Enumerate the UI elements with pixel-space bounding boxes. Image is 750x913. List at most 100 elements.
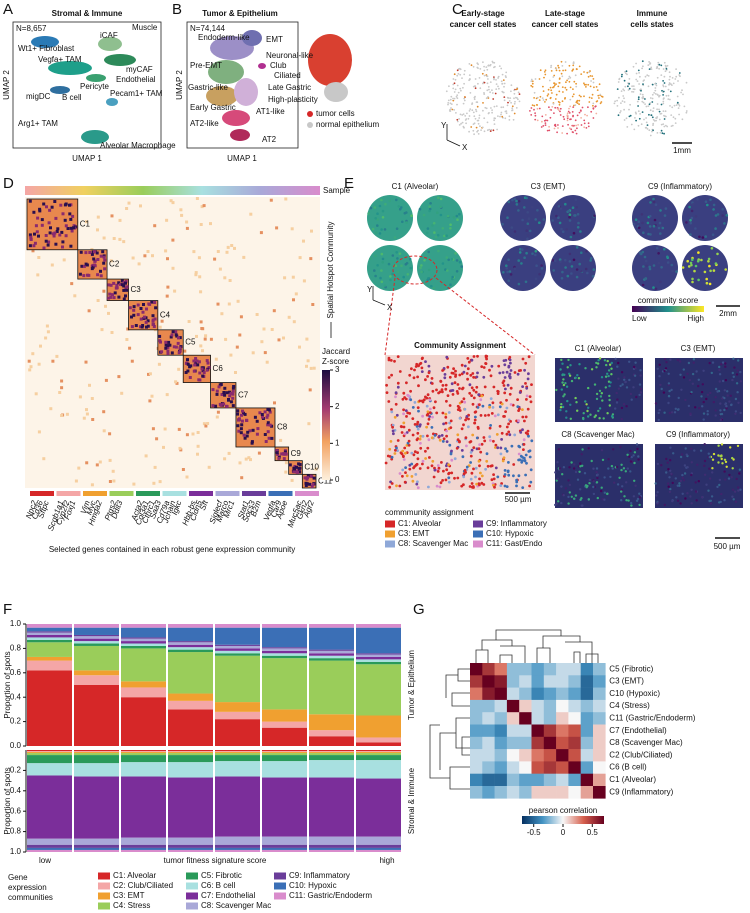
spot — [620, 417, 623, 421]
heat-cell — [131, 256, 135, 260]
heat-cell — [158, 339, 162, 343]
heat-cell — [178, 446, 182, 450]
spot — [543, 76, 545, 79]
spot — [466, 377, 469, 381]
spot — [456, 69, 459, 72]
heat-cell — [61, 245, 64, 249]
spot — [592, 492, 596, 496]
bar-segment — [74, 755, 119, 764]
spot — [627, 499, 630, 502]
bar-segment — [262, 721, 307, 728]
spot — [391, 425, 394, 429]
spot — [393, 415, 397, 419]
spot — [665, 115, 667, 118]
heat-cell — [260, 340, 264, 344]
cluster-label: migDC — [26, 92, 51, 101]
spot — [439, 379, 443, 383]
spot — [396, 270, 400, 274]
spot — [730, 403, 733, 407]
heat-cell — [224, 337, 228, 341]
spot — [712, 208, 715, 211]
spot — [509, 403, 513, 406]
spot — [495, 88, 498, 90]
spot — [667, 401, 670, 405]
spot — [656, 132, 659, 134]
spot — [460, 449, 464, 452]
spot — [721, 361, 725, 364]
spot — [401, 474, 404, 478]
spot — [623, 79, 626, 82]
heat-cell — [237, 429, 241, 433]
axis-label: UMAP 1 — [227, 154, 257, 163]
spot — [486, 89, 489, 92]
spot — [641, 250, 645, 254]
spot — [380, 198, 383, 202]
spot — [623, 108, 625, 111]
bar-segment — [168, 693, 213, 701]
spot — [530, 383, 533, 386]
spot — [569, 364, 572, 367]
heat-cell — [531, 761, 545, 774]
spot — [531, 104, 534, 106]
spot — [616, 99, 618, 102]
spot — [549, 116, 552, 119]
spot — [494, 443, 498, 447]
heat-cell — [113, 291, 117, 295]
spot — [621, 100, 624, 102]
cluster-label: AT2 — [262, 135, 277, 144]
heat-cell — [260, 413, 264, 416]
bar-segment — [121, 762, 166, 777]
heat-cell — [180, 213, 184, 217]
heat-cell — [144, 454, 148, 458]
bar-segment — [168, 627, 213, 642]
spot — [587, 122, 590, 125]
spot — [678, 360, 682, 363]
bar-segment — [356, 661, 401, 665]
heat-cell — [593, 687, 606, 701]
spot — [555, 388, 558, 392]
spot — [656, 491, 659, 494]
spot — [668, 411, 671, 415]
spot — [702, 418, 705, 421]
axis-label: UMAP 2 — [175, 70, 184, 100]
spot — [531, 80, 534, 83]
block-label: C3 — [131, 285, 142, 294]
heat-cell — [506, 663, 520, 676]
spot — [610, 367, 613, 370]
spot — [506, 270, 509, 274]
spot — [509, 386, 513, 390]
spot — [468, 110, 471, 112]
heat-cell — [302, 279, 306, 283]
bar-segment — [168, 751, 213, 753]
spot — [632, 88, 635, 90]
spot — [712, 203, 716, 207]
heat-cell — [238, 461, 242, 465]
spot — [464, 471, 467, 474]
bar-segment — [356, 659, 401, 662]
legend-label: C8: Scavenger Mac — [201, 901, 271, 910]
heat-cell — [37, 362, 41, 366]
spot — [581, 106, 584, 109]
spot — [473, 98, 476, 101]
legend-label: C9: Inflammatory — [486, 519, 547, 528]
spot — [694, 481, 697, 484]
spot — [720, 443, 724, 446]
spot — [506, 104, 509, 107]
heat-cell — [298, 345, 301, 349]
heat-cell — [166, 352, 170, 355]
spot — [546, 94, 549, 97]
spot — [588, 482, 591, 485]
spot — [503, 391, 507, 395]
spot — [441, 390, 444, 394]
spot — [554, 106, 557, 109]
spot — [504, 447, 507, 451]
spot — [559, 260, 562, 264]
spot — [616, 105, 619, 107]
spot — [662, 391, 666, 394]
spot — [630, 504, 633, 507]
heat-cell — [78, 395, 82, 399]
heat-cell — [228, 279, 232, 282]
spot — [492, 98, 495, 100]
spot — [505, 264, 508, 268]
spot — [485, 66, 488, 68]
